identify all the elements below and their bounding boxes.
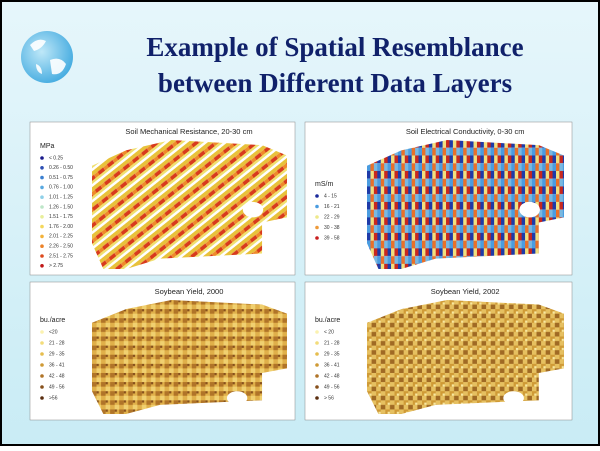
legend-swatch: [40, 235, 44, 239]
legend-swatch: [40, 396, 44, 400]
legend-swatch: [315, 215, 319, 219]
legend-label: 39 - 58: [324, 235, 340, 241]
legend-swatch: [40, 166, 44, 170]
legend-label: 49 - 56: [324, 384, 340, 390]
legend-swatch: [315, 330, 319, 334]
legend-label: 29 - 35: [324, 351, 340, 357]
field-map: [367, 140, 564, 269]
slide: Example of Spatial Resemblance between D…: [0, 0, 600, 446]
legend-swatch: [315, 396, 319, 400]
legend-label: 21 - 28: [324, 340, 340, 346]
legend-swatch: [315, 236, 319, 240]
field-map: [92, 140, 287, 269]
legend-label: 4 - 15: [324, 193, 337, 199]
panel-title: Soil Mechanical Resistance, 20-30 cm: [125, 127, 252, 136]
legend-label: 1.76 - 2.00: [49, 224, 73, 230]
legend-label: 36 - 41: [49, 362, 65, 368]
legend-swatch: [40, 385, 44, 389]
legend-swatch: [40, 205, 44, 209]
legend-label: >56: [49, 395, 58, 401]
legend-swatch: [315, 374, 319, 378]
legend-swatch: [315, 226, 319, 230]
map-panel: Soil Mechanical Resistance, 20-30 cm MPa <…: [30, 122, 295, 275]
title-line: Example of Spatial Resemblance: [146, 32, 523, 62]
panel-title: Soil Electrical Conductivity, 0-30 cm: [406, 127, 525, 136]
legend-swatch: [40, 363, 44, 367]
field-map: [92, 300, 287, 414]
field-hole: [503, 391, 524, 405]
field-shape: [367, 300, 564, 414]
legend-swatch: [315, 194, 319, 198]
legend-label: 2.51 - 2.75: [49, 253, 73, 259]
legend-swatch: [315, 385, 319, 389]
legend-title: MPa: [40, 143, 55, 150]
legend-swatch: [40, 264, 44, 268]
legend-label: < 20: [324, 329, 334, 335]
legend-swatch: [40, 186, 44, 190]
legend-label: 36 - 41: [324, 362, 340, 368]
legend-label: 1.51 - 1.75: [49, 214, 73, 220]
legend-swatch: [40, 215, 44, 219]
legend-swatch: [40, 244, 44, 248]
legend-swatch: [40, 254, 44, 258]
legend-swatch: [315, 205, 319, 209]
legend-label: 29 - 35: [49, 351, 65, 357]
field-hole: [519, 202, 540, 217]
legend-label: < 0.25: [49, 155, 63, 161]
map-panel: Soybean Yield, 2002 bu./acre < 20 21 - 28 29…: [305, 282, 572, 420]
legend-label: 2.01 - 2.25: [49, 234, 73, 240]
globe-icon: [21, 31, 73, 83]
legend-label: 42 - 48: [49, 373, 65, 379]
legend-label: 1.01 - 1.25: [49, 195, 73, 201]
legend-label: 0.51 - 0.75: [49, 175, 73, 181]
panel-title: Soybean Yield, 2002: [431, 287, 500, 296]
legend-swatch: [40, 352, 44, 356]
legend-label: 0.26 - 0.50: [49, 165, 73, 171]
title-line: between Different Data Layers: [158, 68, 512, 98]
legend-swatch: [40, 225, 44, 229]
field-hole: [227, 391, 247, 405]
legend-swatch: [315, 352, 319, 356]
legend-label: 2.26 - 2.50: [49, 244, 73, 250]
legend-label: 30 - 38: [324, 225, 340, 231]
legend-label: 0.76 - 1.00: [49, 185, 73, 191]
legend-label: 42 - 48: [324, 373, 340, 379]
legend-label: <20: [49, 329, 58, 335]
map-panel: Soil Electrical Conductivity, 0-30 cm mS/…: [305, 122, 572, 275]
field-map: [367, 300, 564, 414]
map-panel: Soybean Yield, 2000 bu./acre <20 21 - 28 29 …: [30, 282, 295, 420]
legend-label: > 2.75: [49, 263, 63, 269]
legend-swatch: [40, 156, 44, 160]
legend-label: 1.26 - 1.50: [49, 204, 73, 210]
field-hole: [243, 202, 263, 217]
legend-label: > 56: [324, 395, 334, 401]
legend-swatch: [40, 176, 44, 180]
legend-label: 21 - 28: [49, 340, 65, 346]
field-shape: [92, 300, 287, 414]
legend-swatch: [315, 363, 319, 367]
legend-title: bu./acre: [315, 317, 340, 324]
legend-label: 49 - 56: [49, 384, 65, 390]
legend-title: mS/m: [315, 181, 333, 188]
legend-label: 16 - 21: [324, 204, 340, 210]
legend-swatch: [40, 195, 44, 199]
legend-swatch: [40, 374, 44, 378]
legend-title: bu./acre: [40, 317, 65, 324]
legend-swatch: [40, 330, 44, 334]
legend-swatch: [40, 341, 44, 345]
legend-swatch: [315, 341, 319, 345]
legend-label: 22 - 29: [324, 214, 340, 220]
panel-title: Soybean Yield, 2000: [155, 287, 224, 296]
